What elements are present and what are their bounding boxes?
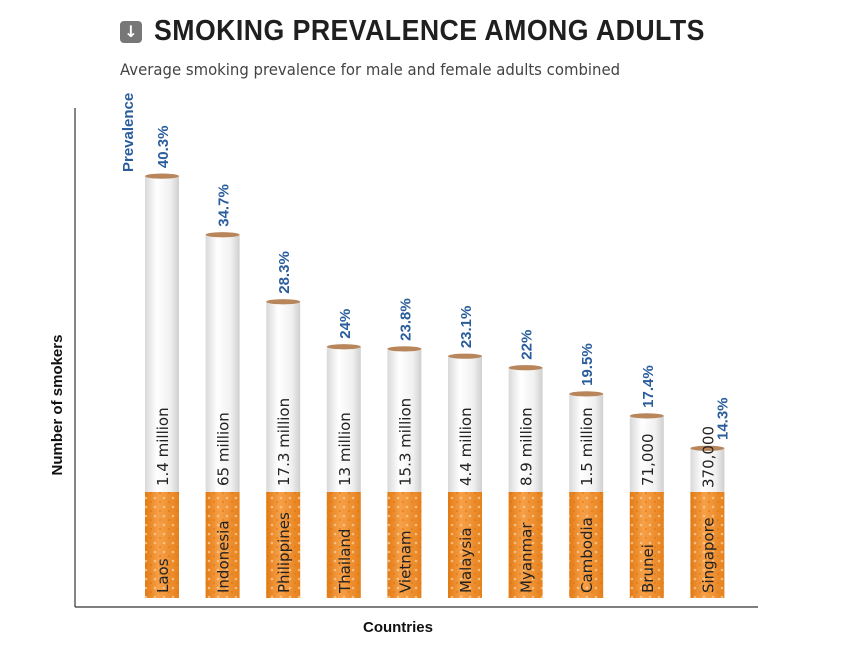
filter-texture-thailand [326,492,361,598]
cigarette-tip-malaysia [448,353,482,359]
country-label-malaysia: Malaysia [457,527,475,593]
prevalence-value-laos: 40.3% [155,126,172,169]
cigarette-tip-vietnam [387,346,422,352]
smokers-label-vietnam: 15.3 million [396,398,414,486]
country-label-indonesia: Indonesia [215,520,233,593]
country-label-singapore: Singapore [699,517,717,593]
cigarette-tip-thailand [326,344,361,350]
filter-texture-indonesia [205,492,240,598]
cigarette-tip-indonesia [205,232,240,238]
cigarette-bar-thailand [326,346,361,492]
cigarette-bar-brunei [629,415,664,492]
cigarette-bar-myanmar [508,367,543,492]
country-label-thailand: Thailand [336,529,354,594]
filter-texture-laos [145,492,179,598]
country-label-brunei: Brunei [639,544,657,593]
prevalence-value-philippines: 28.3% [276,251,293,294]
country-label-myanmar: Myanmar [518,522,536,593]
smokers-label-brunei: 71,000 [639,434,657,487]
smokers-label-cambodia: 1.5 million [578,407,596,486]
country-label-cambodia: Cambodia [578,517,596,593]
smokers-label-singapore: 370,000 [699,426,717,488]
chart-subtitle: Average smoking prevalence for male and … [120,60,621,79]
filter-texture-brunei [629,492,664,598]
country-label-vietnam: Vietnam [396,530,414,593]
country-label-philippines: Philippines [275,512,293,593]
filter-texture-myanmar [508,492,543,598]
filter-texture-vietnam [387,492,422,598]
cigarette-tip-cambodia [569,391,604,397]
cigarette-bar-singapore [690,448,725,492]
cigarette-bar-vietnam [387,348,422,492]
cigarette-bar-indonesia [205,234,240,492]
filter-texture-singapore [690,492,725,598]
prevalence-value-malaysia: 23.1% [458,306,475,349]
cigarette-tip-laos [145,173,179,179]
prevalence-label: Prevalence [120,93,137,172]
cigarette-tip-singapore [690,445,725,451]
prevalence-value-cambodia: 19.5% [579,343,596,386]
x-axis-label: Countries [363,619,433,636]
prevalence-value-vietnam: 23.8% [397,298,414,341]
cigarette-tip-brunei [629,413,664,419]
filter-texture-cambodia [569,492,604,598]
smokers-label-malaysia: 4.4 million [457,407,475,486]
cigarette-tip-philippines [266,299,301,305]
prevalence-value-singapore: 14.3% [714,397,731,440]
prevalence-value-brunei: 17.4% [640,365,657,408]
cigarette-tip-myanmar [508,365,543,371]
cigarette-bar-malaysia [448,356,482,492]
cigarette-bar-laos [145,176,179,492]
smokers-label-thailand: 13 million [336,412,354,486]
cigarette-bar-cambodia [569,393,604,492]
smokers-label-philippines: 17.3 million [275,398,293,486]
chart-title: SMOKING PREVALENCE AMONG ADULTS [154,15,705,47]
down-arrow-icon[interactable]: ↓ [120,20,142,43]
prevalence-value-thailand: 24% [337,309,354,339]
y-axis-label: Number of smokers [49,335,66,476]
prevalence-value-indonesia: 34.7% [216,184,233,227]
smokers-label-indonesia: 65 million [215,412,233,486]
title-block: ↓ SMOKING PREVALENCE AMONG ADULTS [120,15,753,48]
smokers-label-laos: 1.4 million [154,407,172,486]
country-label-laos: Laos [154,558,172,593]
prevalence-value-myanmar: 22% [519,330,536,360]
filter-texture-malaysia [448,492,482,598]
filter-texture-philippines [266,492,301,598]
smokers-label-myanmar: 8.9 million [518,407,536,486]
cigarette-bar-philippines [266,301,301,492]
